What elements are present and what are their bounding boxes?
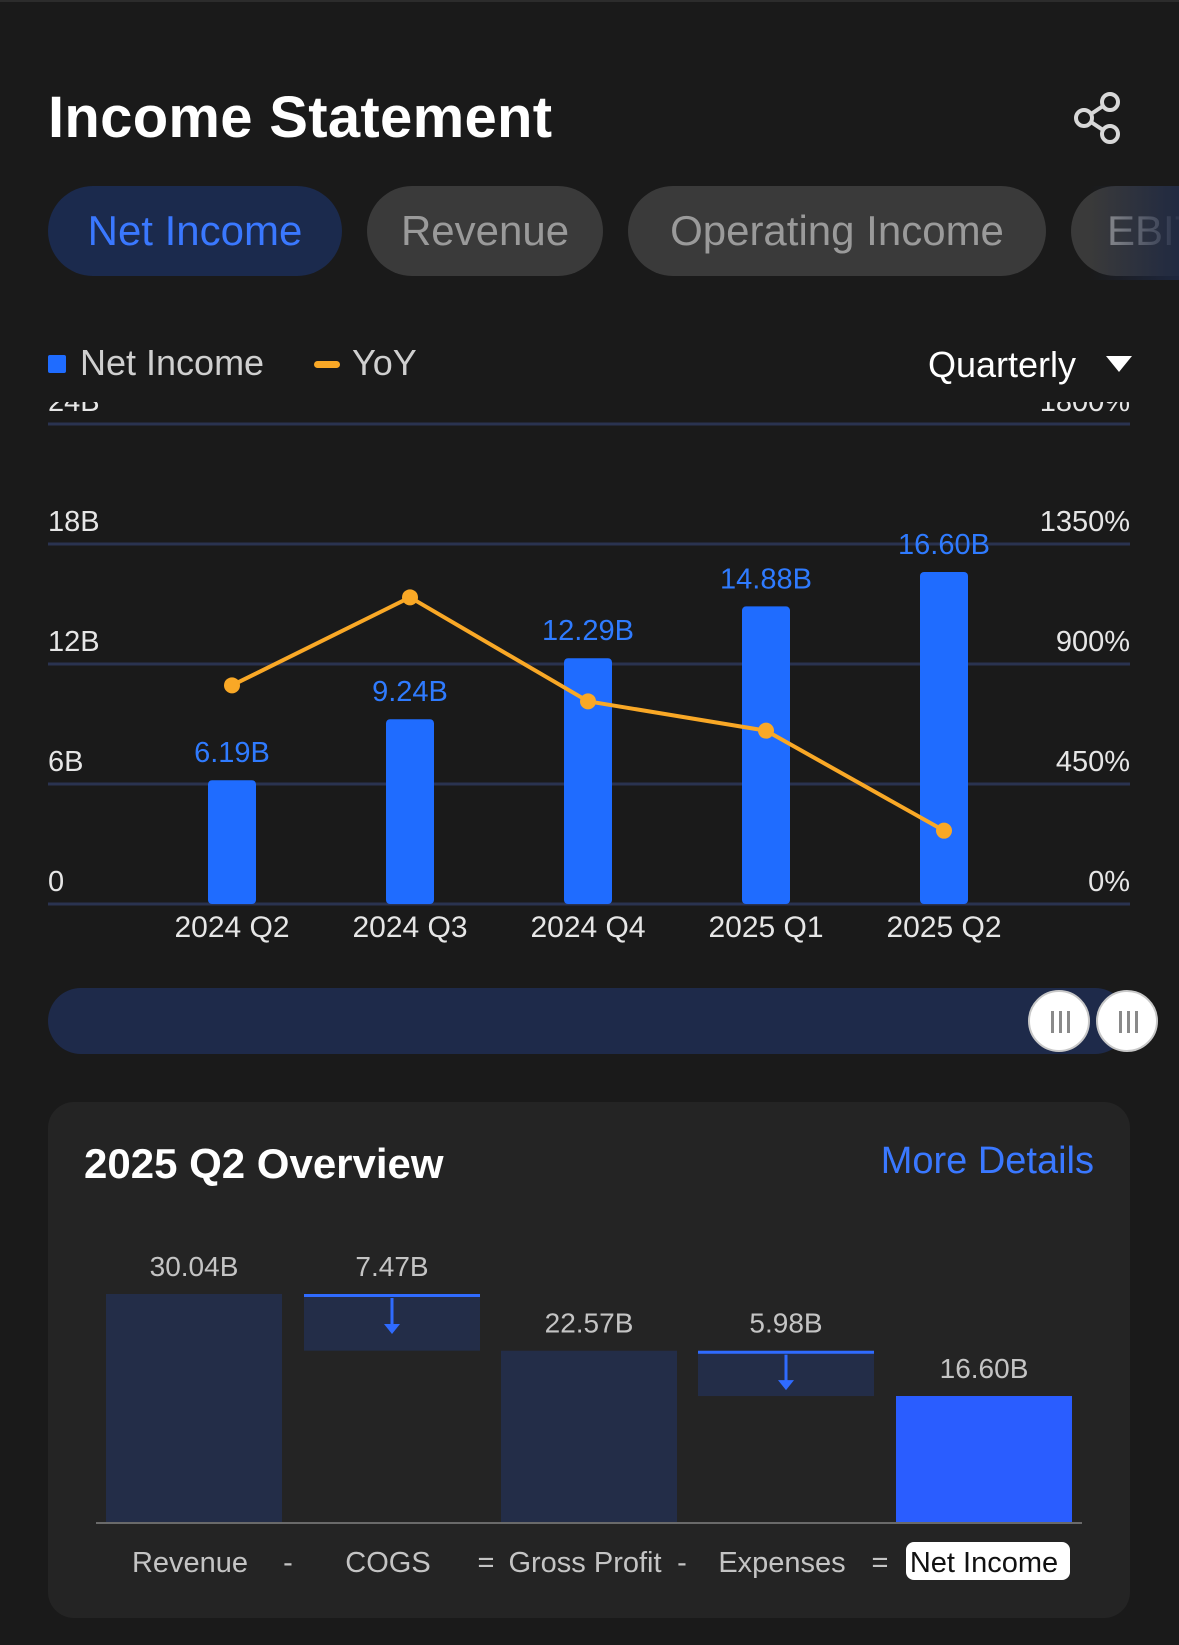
more-details-link[interactable]: More Details — [880, 1140, 1094, 1182]
metric-tabs: Net Income Revenue Operating Income EBIT — [0, 186, 1179, 280]
bar-value-label: 12.29B — [542, 615, 634, 647]
range-handle-left[interactable] — [1028, 990, 1090, 1052]
bar-value-label: 9.24B — [372, 676, 448, 708]
y-left-tick-label: 18B — [48, 506, 100, 538]
y-left-tick-label: 24B — [48, 402, 100, 418]
waterfall-operator: = — [872, 1547, 889, 1579]
range-scrollbar[interactable] — [48, 988, 1128, 1054]
waterfall-value-label: 16.60B — [940, 1353, 1029, 1384]
waterfall-operator: - — [677, 1547, 687, 1579]
waterfall-bar — [106, 1294, 282, 1522]
overview-card: 2025 Q2 Overview More Details 30.04B Reve… — [48, 1102, 1130, 1618]
waterfall-operator: - — [283, 1547, 293, 1579]
y-right-tick-label: 0% — [1088, 866, 1130, 898]
bar-value-label: 16.60B — [898, 529, 990, 561]
arrow-down-icon — [778, 1380, 794, 1391]
arrow-down-icon — [384, 1324, 400, 1334]
yoy-point — [402, 589, 418, 606]
waterfall-value-label: 5.98B — [749, 1308, 822, 1339]
waterfall-category-label: Revenue — [132, 1547, 248, 1579]
waterfall-result-highlight — [906, 1542, 1070, 1580]
net-income-chart: 0 0% 6B 450% 12B 900% 18B 1350% 24B 1800% 6.19B 202… — [48, 402, 1130, 944]
y-right-tick-label: 900% — [1056, 626, 1130, 658]
x-tick-label: 2025 Q2 — [886, 911, 1001, 944]
waterfall-value-label: 30.04B — [150, 1251, 239, 1282]
tab-net-income[interactable]: Net Income — [48, 186, 342, 276]
x-tick-label: 2025 Q1 — [708, 911, 823, 944]
waterfall-bar — [501, 1350, 677, 1522]
waterfall-category-label: Expenses — [718, 1547, 845, 1579]
waterfall-value-label: 7.47B — [355, 1251, 428, 1282]
yoy-point — [936, 822, 952, 839]
share-icon[interactable] — [1070, 90, 1126, 146]
bar-value-label: 6.19B — [194, 737, 270, 769]
tab-revenue[interactable]: Revenue — [367, 186, 603, 276]
bar — [386, 719, 434, 904]
bar — [208, 780, 256, 904]
x-tick-label: 2024 Q2 — [174, 911, 289, 944]
waterfall-value-label: 22.57B — [545, 1308, 634, 1339]
waterfall-category-label: Gross Profit — [508, 1547, 661, 1579]
x-tick-label: 2024 Q4 — [530, 911, 645, 944]
y-right-tick-label: 1800% — [1040, 402, 1130, 418]
overview-title: 2025 Q2 Overview — [84, 1140, 444, 1187]
yoy-point — [224, 677, 240, 694]
bar — [564, 658, 612, 904]
waterfall-category-label: COGS — [345, 1547, 430, 1579]
range-handle-right[interactable] — [1096, 990, 1158, 1052]
tabs-fade-overlay — [1090, 186, 1179, 280]
y-right-tick-label: 450% — [1056, 746, 1130, 778]
bar — [920, 572, 968, 904]
page-title: Income Statement — [48, 85, 553, 150]
legend-net-income-label: Net Income — [80, 342, 265, 383]
waterfall-operator: = — [478, 1547, 495, 1579]
y-right-tick-label: 1350% — [1040, 506, 1130, 538]
waterfall-category-label: Net Income — [910, 1547, 1058, 1579]
chevron-down-icon[interactable] — [1106, 356, 1132, 372]
y-left-tick-label: 0 — [48, 866, 64, 898]
yoy-point — [758, 722, 774, 739]
legend-net-income-swatch — [48, 355, 66, 373]
x-tick-label: 2024 Q3 — [352, 911, 467, 944]
bar — [742, 606, 790, 904]
period-selector[interactable]: Quarterly — [928, 344, 1077, 385]
waterfall-chart: 30.04B Revenue - 7.47B COGS = 22.57B Gross Prof… — [96, 1251, 1082, 1580]
waterfall-bar — [896, 1396, 1072, 1522]
legend-yoy-swatch — [314, 361, 340, 368]
yoy-point — [580, 693, 596, 710]
y-left-tick-label: 6B — [48, 746, 83, 778]
bar-value-label: 14.88B — [720, 563, 812, 595]
legend-yoy-label: YoY — [352, 342, 417, 383]
y-left-tick-label: 12B — [48, 626, 100, 658]
tab-operating-income[interactable]: Operating Income — [628, 186, 1046, 276]
